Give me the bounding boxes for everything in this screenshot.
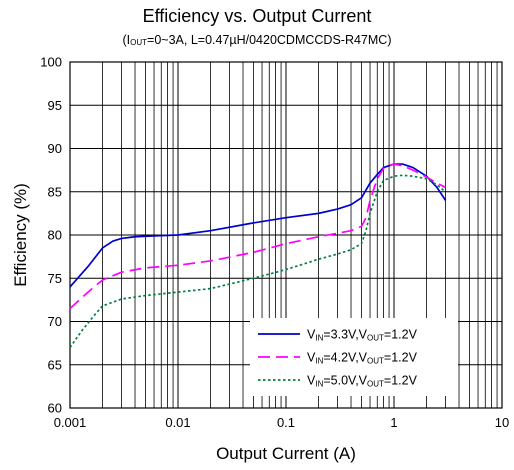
series-lines	[69, 163, 447, 348]
subtitle-suffix: =0~3A, L=0.47µH/0420CDMCCDS-R47MC)	[147, 33, 392, 47]
y-tick-label: 95	[48, 98, 62, 113]
legend-label-3: VIN=5.0V,VOUT=1.2V	[307, 374, 418, 389]
y-tick-label: 70	[48, 314, 62, 329]
x-tick-label: 0.001	[54, 415, 87, 430]
legend: VIN=3.3V,VOUT=1.2V VIN=4.2V,VOUT=1.2V VIN=…	[250, 318, 458, 396]
x-tick-label: 10	[495, 415, 509, 430]
x-axis-label: Output Current (A)	[216, 444, 356, 463]
y-tick-label: 90	[48, 141, 62, 156]
legend-label-2: VIN=4.2V,VOUT=1.2V	[307, 351, 418, 366]
y-tick-label: 100	[40, 55, 62, 70]
series-line-3	[69, 174, 447, 348]
y-tick-label: 85	[48, 184, 62, 199]
series-line-2	[69, 163, 446, 310]
y-tick-label: 60	[48, 401, 62, 416]
x-tick-label: 0.1	[277, 415, 295, 430]
subtitle-prefix: (I	[122, 33, 131, 47]
y-tick-label: 80	[48, 228, 62, 243]
y-tick-labels: 60 65 70 75 80 85 90 95 100	[40, 55, 62, 416]
y-tick-label: 65	[48, 357, 62, 372]
series-line-1	[69, 163, 447, 288]
plot-frame	[69, 61, 503, 409]
chart-subtitle: (IOUT=0~3A, L=0.47µH/0420CDMCCDS-R47MC)	[0, 33, 514, 47]
x-tick-label: 0.01	[165, 415, 190, 430]
x-tick-labels: 0.001 0.01 0.1 1 10	[54, 415, 510, 430]
y-axis-label: Efficiency (%)	[11, 183, 30, 287]
legend-label-1: VIN=3.3V,VOUT=1.2V	[307, 328, 418, 343]
subtitle-sub: OUT	[130, 38, 148, 47]
chart-title: Efficiency vs. Output Current	[142, 6, 372, 26]
y-tick-label: 75	[48, 271, 62, 286]
x-tick-label: 1	[390, 415, 397, 430]
